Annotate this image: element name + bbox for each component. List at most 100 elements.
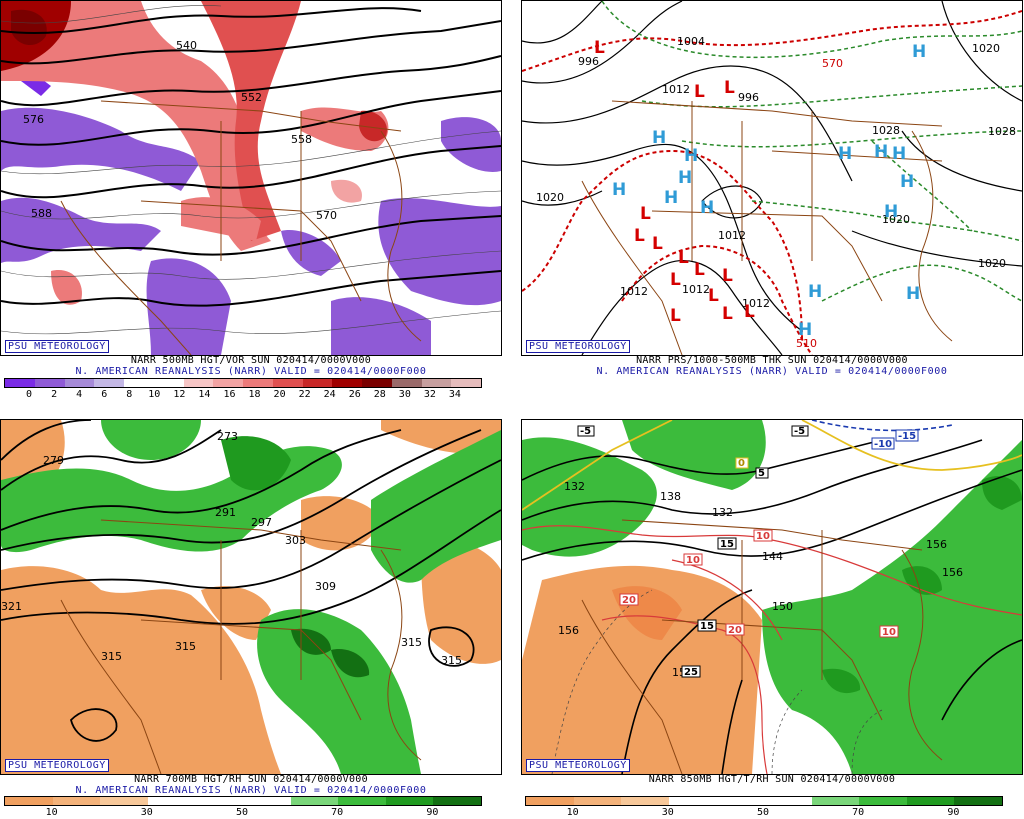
panel-850mb-temp-rh: 132 138 132 144 150 150 156 156 156 -5 -… [521,419,1023,819]
thickness-label: 570 [822,57,843,70]
colorbar-swatch [94,379,124,387]
colorbar-tick-label: 30 [661,807,674,818]
colorbar-swatch [421,379,452,387]
colorbar-tick-label: 4 [76,389,83,400]
temperature-label: 25 [684,667,698,678]
colorbar-swatch [332,379,362,387]
colorbar [4,796,482,806]
high-pressure-marker: H [700,198,714,218]
map-700mb-rh: 279 273 291 297 303 309 315 315 315 315 … [1,420,501,774]
colorbar-swatch [183,379,214,387]
colorbar-tick-label: 30 [398,389,411,400]
temperature-label: 10 [686,555,700,566]
low-pressure-marker: L [594,38,605,58]
colorbar-swatch [34,379,65,387]
colorbar-tick-label: 10 [45,807,58,818]
temperature-label: 20 [728,625,742,636]
colorbar-swatch [433,797,481,805]
isobar-label: 1012 [662,83,690,96]
low-pressure-marker: L [652,234,663,254]
temperature-label: 10 [882,627,896,638]
isobar-label: 1020 [536,191,564,204]
low-pressure-marker: L [724,78,735,98]
map-500mb-vorticity: 540 552 576 558 588 570 [1,1,501,355]
contour-label: 315 [101,650,122,663]
isobar-label: 1012 [682,283,710,296]
high-pressure-marker: H [808,282,822,302]
colorbar-swatch [385,797,434,805]
colorbar-tick-label: 50 [756,807,770,818]
temperature-label: 20 [622,595,636,606]
colorbar-tick-label: 50 [235,807,249,818]
low-pressure-marker: L [722,304,733,324]
contour-label: 321 [1,600,22,613]
contour-label: 273 [217,430,238,443]
thickness-label: 510 [796,337,817,350]
high-pressure-marker: H [838,144,852,164]
colorbar-tick-label: 28 [373,389,386,400]
contour-label: 588 [31,207,52,220]
colorbar-swatch [668,797,717,805]
colorbar-tick-label: 10 [566,807,579,818]
temperature-label: 0 [738,458,745,469]
colorbar-swatch [100,797,148,805]
contour-label: 156 [558,624,579,637]
colorbar-swatch [242,797,291,805]
colorbar-swatch [272,379,303,387]
colorbar-swatch [52,797,101,805]
colorbar-swatch [859,797,907,805]
colorbar-tick-label: 20 [273,389,286,400]
contour-label: 315 [175,640,196,653]
high-pressure-marker: H [900,172,914,192]
product-title: NARR 500MB HGT/VOR SUN 020414/0000V000 [130,355,372,366]
high-pressure-marker: H [912,42,926,62]
colorbar-tick-label: 22 [298,389,311,400]
colorbar-swatch [362,379,392,387]
valid-time: N. AMERICAN REANALYSIS (NARR) VALID = 02… [75,366,427,377]
colorbar-swatch [243,379,273,387]
colorbar-swatch [147,797,196,805]
brand-label: PSU METEOROLOGY [526,759,630,772]
colorbar-swatch [213,379,243,387]
high-pressure-marker: H [798,320,812,340]
brand-label: PSU METEOROLOGY [526,340,630,353]
isobar-label: 1012 [718,229,746,242]
isobar-label: 1028 [988,125,1016,138]
colorbar-tick-label: 90 [947,807,960,818]
map-850mb-temp-rh: 132 138 132 144 150 150 156 156 156 -5 -… [522,420,1022,774]
colorbar-tick-label: 6 [101,389,108,400]
brand-label: PSU METEOROLOGY [5,759,109,772]
contour-label: 156 [942,566,963,579]
low-pressure-marker: L [722,266,733,286]
colorbar [525,796,1003,806]
isobar-label: 1004 [677,35,705,48]
low-pressure-marker: L [634,226,645,246]
low-pressure-marker: L [708,286,719,306]
contour-label: 150 [772,600,793,613]
colorbar-tick-label: 10 [148,389,161,400]
colorbar-swatch [391,379,422,387]
contour-label: 291 [215,506,236,519]
isobar-label: 1020 [978,257,1006,270]
colorbar-swatch [5,797,53,805]
colorbar-ticks: 10 30 50 70 90 [4,807,480,819]
colorbar-tick-label: 16 [223,389,236,400]
panel-sea-level-pressure-thickness: 996 1004 1012 1020 996 1020 1028 1020 10… [521,0,1023,400]
colorbar-ticks: 0 2 4 6 8 10 12 14 16 18 20 22 24 26 28 30 32 34 [4,389,480,401]
colorbar-tick-label: 32 [423,389,436,400]
product-title: NARR 850MB HGT/T/RH SUN 020414/0000V000 [648,774,896,785]
isobar-label: 1028 [872,124,900,137]
valid-time: N. AMERICAN REANALYSIS (NARR) VALID = 02… [596,366,948,377]
contour-label: 156 [926,538,947,551]
high-pressure-marker: H [892,144,906,164]
high-pressure-marker: H [678,168,692,188]
product-title: NARR PRS/1000-500MB THK SUN 020414/0000V… [636,355,908,366]
colorbar-swatch [763,797,812,805]
temperature-label: -10 [874,439,892,450]
colorbar-tick-label: 18 [248,389,261,400]
colorbar-ticks: 10 30 50 70 90 [525,807,1001,819]
contour-label: 540 [176,39,197,52]
colorbar-swatch [906,797,955,805]
brand-label: PSU METEOROLOGY [5,340,109,353]
valid-time: N. AMERICAN REANALYSIS (NARR) VALID = 02… [75,785,427,796]
